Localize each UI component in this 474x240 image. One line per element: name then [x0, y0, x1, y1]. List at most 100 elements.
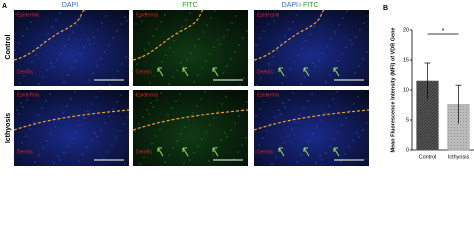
speck — [60, 52, 62, 54]
speck — [113, 77, 115, 79]
speck — [35, 54, 37, 56]
speck — [193, 81, 195, 83]
speck — [243, 77, 245, 79]
speck — [319, 155, 321, 157]
speck — [56, 59, 58, 61]
speck — [67, 74, 69, 76]
speck — [344, 153, 346, 155]
speck — [337, 60, 339, 62]
speck — [300, 83, 302, 85]
speck — [352, 139, 354, 141]
speck — [217, 110, 219, 112]
speck — [42, 147, 44, 149]
arrow — [303, 67, 310, 77]
speck — [358, 65, 360, 67]
speck — [340, 160, 342, 162]
speck — [284, 106, 286, 108]
arrow — [278, 147, 285, 157]
speck — [351, 43, 353, 45]
speck — [29, 128, 31, 130]
micrograph — [254, 10, 369, 86]
speck — [259, 37, 261, 39]
region-label: Epidermis — [136, 12, 159, 18]
speck — [245, 137, 247, 139]
speck — [84, 10, 86, 12]
speck — [229, 89, 231, 91]
speck — [262, 137, 264, 139]
speck — [322, 52, 324, 54]
speck — [156, 99, 158, 101]
speck — [33, 121, 35, 123]
speck — [145, 13, 147, 15]
speck — [330, 38, 332, 40]
speck — [263, 30, 265, 32]
row-label: Icthyosis — [5, 113, 12, 143]
speck — [105, 15, 107, 17]
speck — [107, 151, 109, 153]
speck — [17, 149, 19, 151]
speck — [30, 21, 32, 23]
arrow — [212, 67, 219, 77]
region-label: Epidermis — [136, 92, 159, 98]
speck — [62, 112, 64, 114]
column-header: FITC — [303, 2, 319, 9]
speck — [256, 84, 258, 86]
speck — [292, 21, 294, 23]
speck — [230, 58, 232, 60]
speck — [345, 46, 347, 48]
speck — [329, 145, 331, 147]
speck — [112, 37, 114, 39]
speck — [104, 51, 106, 53]
column-header: FITC — [182, 2, 198, 9]
panel-label: B — [383, 5, 388, 12]
speck — [234, 122, 236, 124]
speck — [116, 30, 118, 32]
speck — [143, 9, 145, 11]
speck — [18, 42, 20, 44]
speck — [86, 146, 88, 148]
micrograph — [254, 90, 369, 166]
speck — [168, 83, 170, 85]
speck — [124, 163, 126, 165]
speck — [366, 122, 368, 124]
speck — [143, 156, 145, 158]
speck — [83, 46, 85, 48]
speck — [193, 152, 195, 154]
speck — [325, 81, 327, 83]
speck — [259, 108, 261, 110]
speck — [288, 28, 290, 30]
speck — [63, 152, 65, 154]
speck — [27, 68, 29, 70]
speck — [197, 145, 199, 147]
speck — [296, 161, 298, 163]
speck — [324, 112, 326, 114]
speck — [288, 99, 290, 101]
speck — [88, 79, 90, 81]
speck — [97, 29, 99, 31]
speck — [103, 158, 105, 160]
speck — [209, 124, 211, 126]
speck — [235, 15, 237, 17]
speck — [208, 160, 210, 162]
figure: A DAPI FITC DAPI + FITC Control Icthyosi… — [2, 2, 474, 166]
speck — [200, 98, 202, 100]
speck — [258, 144, 260, 146]
speck — [297, 54, 299, 56]
speck — [142, 116, 144, 118]
speck — [311, 93, 313, 95]
speck — [341, 53, 343, 55]
speck — [205, 60, 207, 62]
speck — [291, 128, 293, 130]
speck — [254, 151, 256, 153]
speck — [222, 72, 224, 74]
speck — [307, 100, 309, 102]
speck — [34, 161, 36, 163]
region-label: Dermis — [17, 149, 33, 155]
speck — [242, 37, 244, 39]
speck — [13, 9, 15, 11]
speck — [71, 138, 73, 140]
speck — [295, 121, 297, 123]
speck — [94, 132, 96, 134]
speck — [150, 102, 152, 104]
boundary — [132, 9, 204, 61]
